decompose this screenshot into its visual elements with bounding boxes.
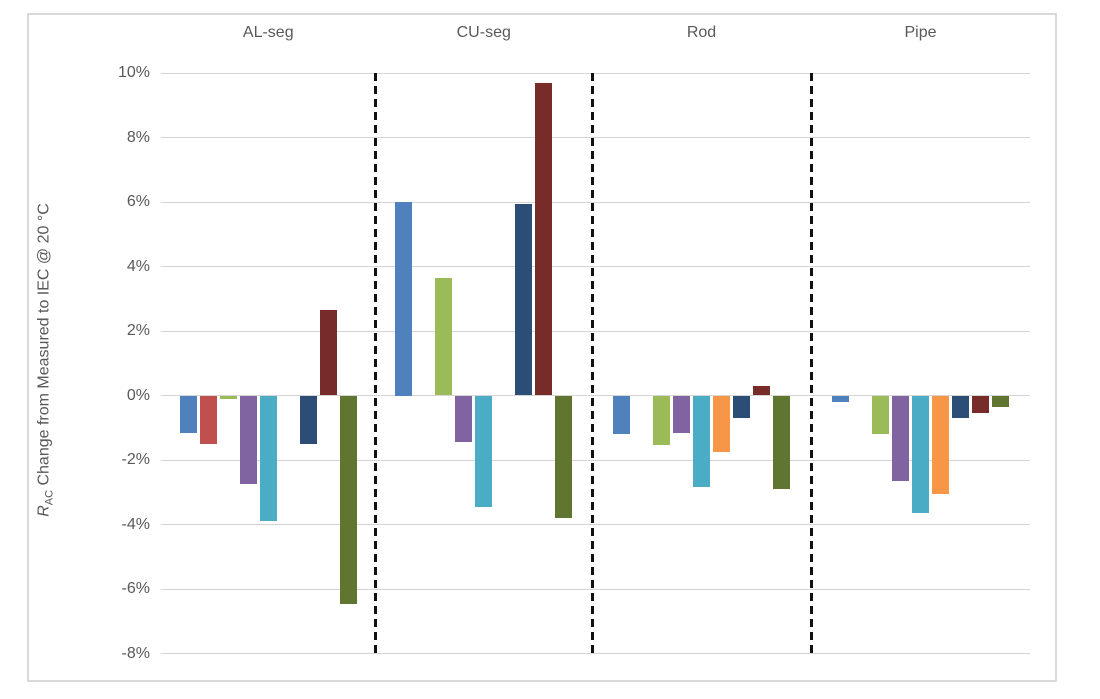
- category-label: Rod: [686, 24, 717, 41]
- bar-dark-green-CU-seg: [555, 395, 573, 519]
- gridline: [161, 524, 1030, 525]
- bar-purple-AL-seg: [239, 395, 257, 485]
- y-axis-tick-label: -4%: [121, 515, 150, 533]
- bar-blue-CU-seg: [395, 202, 413, 396]
- y-axis-tick-label: 10%: [117, 64, 150, 81]
- y-axis-tick-label: 2%: [126, 322, 150, 339]
- bar-purple-Pipe: [892, 395, 909, 481]
- bar-blue-Pipe: [832, 395, 849, 402]
- y-axis-tick-label: 6%: [126, 193, 150, 210]
- bar-dark-green-Rod: [773, 395, 790, 490]
- bar-dark-red-Rod: [753, 385, 770, 396]
- bar-dark-blue-CU-seg: [515, 203, 533, 396]
- category-separator-line: [809, 73, 813, 654]
- gridline: [161, 588, 1030, 590]
- gridline: [161, 459, 1030, 461]
- bar-dark-blue-AL-seg: [299, 395, 317, 444]
- y-axis-title-subscript: AC: [43, 489, 56, 506]
- bar-green-Rod: [653, 395, 670, 446]
- bar-cyan-AL-seg: [259, 395, 277, 522]
- bar-orange-Pipe: [932, 395, 949, 494]
- y-axis-tick-label: -8%: [121, 644, 150, 662]
- y-axis-title-rest: Change from Measured to IEC @ 20 °C: [35, 203, 53, 490]
- bar-green-Pipe: [872, 395, 889, 435]
- bar-cyan-Rod: [693, 395, 710, 488]
- gridline: [161, 395, 1030, 396]
- chart-frame: 10% 8% 6% 4% 2% 0% -2% -4% -6% -8% AL-seg CU-seg Rod…: [27, 13, 1057, 682]
- y-axis-tick-label: 8%: [126, 128, 150, 146]
- bar-red-AL-seg: [199, 395, 217, 444]
- bar-dark-red-CU-seg: [535, 82, 553, 396]
- bar-blue-Rod: [613, 395, 630, 435]
- category-label: CU-seg: [456, 24, 511, 41]
- y-axis-tick-label: 0%: [126, 386, 150, 404]
- bar-dark-green-Pipe: [992, 395, 1009, 407]
- gridline: [161, 266, 1030, 267]
- bar-blue-AL-seg: [179, 395, 197, 433]
- gridline: [161, 72, 1030, 74]
- y-axis-tick-label: 4%: [126, 257, 150, 275]
- bar-cyan-CU-seg: [475, 395, 493, 507]
- y-axis-title: RAC Change from Measured to IEC @ 20 °C: [35, 203, 58, 517]
- category-label: Pipe: [904, 24, 937, 41]
- bar-green-AL-seg: [219, 395, 237, 399]
- gridline: [161, 653, 1030, 654]
- bar-dark-green-AL-seg: [339, 395, 357, 604]
- bar-dark-red-AL-seg: [319, 310, 337, 396]
- bar-orange-Rod: [713, 395, 730, 452]
- bar-purple-Rod: [673, 395, 690, 433]
- bar-dark-blue-Rod: [733, 395, 750, 419]
- y-axis-tick-label: -2%: [121, 451, 150, 468]
- y-axis-tick-label: -6%: [121, 580, 150, 597]
- category-separator-line: [374, 73, 377, 654]
- bar-purple-CU-seg: [455, 395, 473, 443]
- category-separator-line: [590, 73, 594, 654]
- bar-cyan-Pipe: [912, 395, 929, 514]
- gridline: [161, 137, 1030, 138]
- gridline: [161, 201, 1030, 203]
- y-axis-title-symbol: R: [35, 505, 53, 517]
- bar-dark-red-Pipe: [972, 395, 989, 414]
- gridline: [161, 330, 1030, 332]
- bar-dark-blue-Pipe: [952, 395, 969, 419]
- category-label: AL-seg: [242, 24, 294, 41]
- bar-green-CU-seg: [435, 277, 453, 396]
